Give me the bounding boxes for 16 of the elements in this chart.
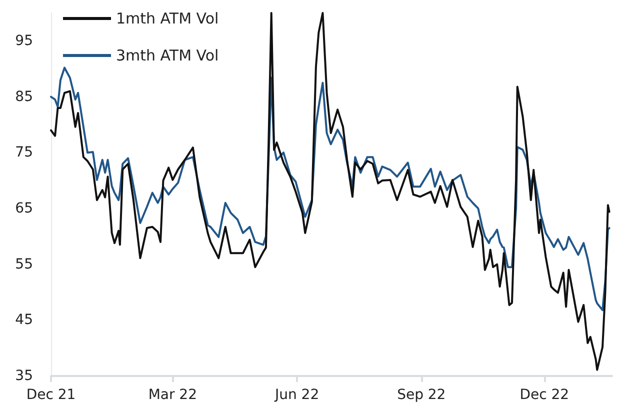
legend-label: 1mth ATM Vol (116, 10, 219, 28)
y-tick-label: 75 (15, 144, 33, 161)
y-tick-label: 45 (15, 312, 33, 328)
line-series (50, 12, 610, 371)
x-tick-label: Jun 22 (274, 387, 320, 403)
x-tick-label: Dec 21 (26, 387, 76, 403)
x-tick-label: Sep 22 (397, 387, 446, 403)
y-tick-label: 95 (15, 32, 33, 49)
line-series (50, 66, 610, 312)
legend-label: 3mth ATM Vol (116, 46, 219, 64)
y-tick-label: 65 (15, 200, 33, 216)
y-tick-label: 85 (15, 88, 33, 105)
y-tick-label: 35 (15, 368, 33, 384)
x-tick-label: Mar 22 (148, 387, 198, 403)
x-tick-label: Dec 22 (520, 387, 570, 403)
y-tick-label: 55 (15, 256, 33, 272)
